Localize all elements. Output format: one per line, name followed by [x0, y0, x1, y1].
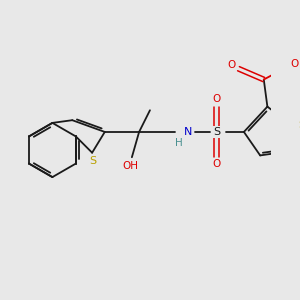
Text: O: O — [213, 160, 221, 170]
Text: O: O — [290, 59, 298, 69]
Text: S: S — [213, 127, 220, 137]
Text: O: O — [213, 94, 221, 104]
Text: N: N — [184, 127, 192, 137]
Text: OH: OH — [122, 161, 138, 171]
Text: H: H — [175, 138, 183, 148]
Text: O: O — [227, 60, 236, 70]
Text: S: S — [89, 156, 97, 166]
Text: S: S — [298, 120, 300, 130]
